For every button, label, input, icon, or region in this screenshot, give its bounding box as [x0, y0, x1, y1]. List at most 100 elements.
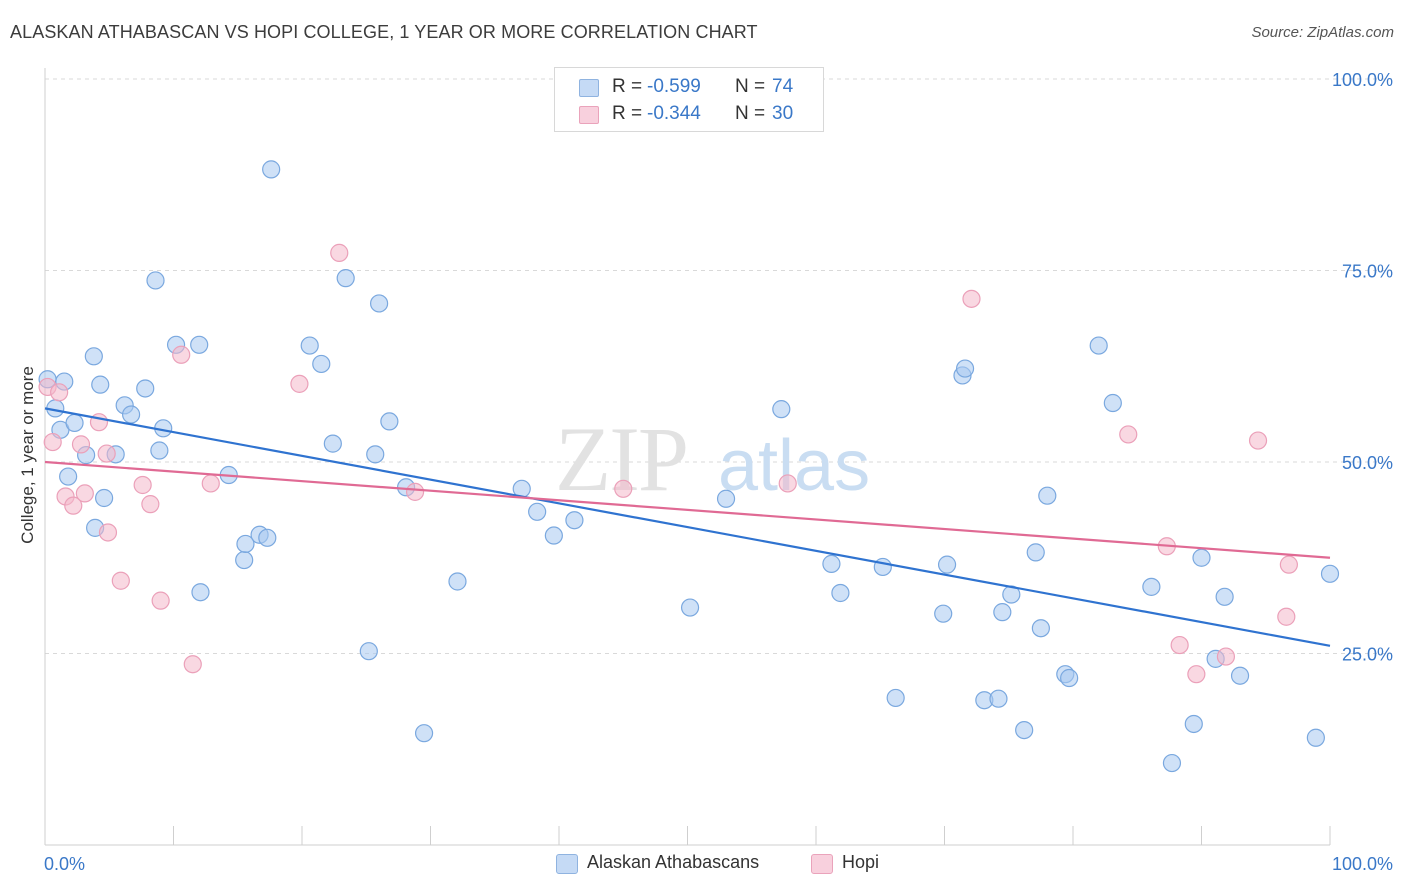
x-tick-label: 0.0%: [44, 854, 85, 874]
athabascan-point: [1215, 587, 1234, 606]
hopi-point: [1216, 647, 1236, 666]
athabascan-point: [190, 335, 209, 354]
hopi-point: [1187, 665, 1206, 684]
hopi-point: [75, 484, 94, 503]
athabascan-point: [1230, 666, 1250, 685]
stats-swatch-athabascan: [579, 79, 599, 97]
hopi-point: [330, 243, 349, 262]
athabascan-trend-line: [44, 407, 1331, 647]
stats-r-value: -0.599: [647, 76, 701, 97]
athabascan-point: [993, 603, 1012, 622]
athabascan-point: [680, 598, 700, 617]
hopi-point: [201, 474, 220, 493]
athabascan-point: [937, 555, 957, 574]
stats-n-label: N =: [735, 76, 766, 97]
y-tick-label: 50.0%: [1342, 453, 1393, 473]
watermark-atlas: atlas: [718, 426, 870, 506]
source-label: Source: ZipAtlas.com: [1251, 24, 1394, 41]
hopi-point: [1277, 607, 1296, 626]
athabascan-point: [448, 572, 467, 591]
athabascan-point: [831, 583, 850, 603]
athabascan-point: [1320, 564, 1340, 583]
athabascan-point: [989, 689, 1008, 708]
athabascan-point: [300, 336, 319, 355]
hopi-point: [183, 655, 202, 674]
hopi-point: [97, 444, 116, 463]
athabascan-point: [1103, 393, 1122, 413]
hopi-point: [614, 479, 633, 498]
athabascan-point: [1306, 728, 1325, 747]
stats-r-label: R =: [612, 103, 643, 124]
athabascan-point: [772, 400, 791, 419]
hopi-point: [172, 345, 191, 364]
legend-label: Alaskan Athabascans: [587, 852, 760, 872]
hopi-point: [141, 495, 160, 514]
tick-label-layer: 25.0% 50.0% 75.0% 100.0% 0.0% 100.0%: [44, 70, 1393, 874]
x-tick-label: 100.0%: [1332, 854, 1393, 874]
athabascan-point: [414, 724, 434, 743]
hopi-point: [133, 475, 152, 495]
athabascan-point: [1184, 714, 1203, 734]
stats-n-value: 74: [772, 76, 794, 97]
trend-layer: [44, 407, 1331, 647]
athabascan-point: [235, 550, 254, 570]
athabascan-point: [544, 526, 563, 545]
athabascan-point: [528, 502, 547, 521]
stats-swatch-hopi: [579, 106, 599, 124]
athabascan-point: [236, 534, 255, 554]
y-tick-label: 75.0%: [1342, 262, 1393, 282]
hopi-point: [50, 383, 69, 402]
athabascan-point: [258, 528, 277, 547]
hopi-point: [71, 435, 91, 454]
athabascan-point: [366, 445, 385, 464]
hopi-point: [1279, 555, 1298, 574]
legend-label: Hopi: [842, 852, 880, 872]
y-tick-label: 100.0%: [1332, 70, 1393, 90]
athabascan-point: [84, 347, 103, 366]
hopi-point: [1248, 431, 1268, 450]
hopi-point: [1170, 635, 1189, 655]
hopi-point: [778, 474, 797, 493]
watermark: ZIP atlas: [555, 408, 870, 510]
athabascan-point: [312, 354, 331, 374]
athabascan-point: [1026, 543, 1045, 562]
hopi-trend-line: [44, 460, 1331, 559]
athabascan-point: [1142, 577, 1161, 596]
athabascan-point: [1060, 668, 1079, 688]
hopi-point: [405, 482, 425, 501]
athabascan-point: [1162, 753, 1182, 773]
axis-layer: [44, 68, 1331, 846]
athabascan-point: [565, 511, 584, 530]
stats-r-label: R =: [612, 76, 643, 97]
athabascan-point: [91, 375, 110, 394]
hopi-point: [1119, 425, 1138, 444]
athabascan-point: [359, 642, 378, 661]
athabascan-point: [136, 379, 155, 398]
stats-r-value: -0.344: [647, 103, 701, 124]
stats-n-label: N =: [735, 103, 766, 124]
points-layer: [38, 160, 1340, 773]
athabascan-point: [380, 412, 399, 431]
athabascan-point: [150, 441, 169, 460]
hopi-point: [98, 523, 118, 542]
chart-title: ALASKAN ATHABASCAN VS HOPI COLLEGE, 1 YE…: [10, 22, 758, 42]
hopi-point: [64, 496, 83, 515]
stats-n-value: 30: [772, 103, 794, 124]
athabascan-point: [822, 554, 841, 573]
athabascan-point: [955, 359, 975, 378]
athabascan-point: [65, 413, 84, 433]
hopi-point: [290, 374, 309, 393]
athabascan-point: [1031, 619, 1050, 638]
athabascan-point: [336, 269, 355, 288]
y-tick-label: 25.0%: [1342, 645, 1393, 665]
athabascan-point: [323, 434, 342, 453]
athabascan-point: [1038, 486, 1057, 505]
hopi-point: [962, 289, 981, 308]
athabascan-point: [934, 604, 953, 623]
athabascan-point: [1089, 336, 1108, 355]
athabascan-point: [95, 488, 114, 508]
athabascan-point: [191, 583, 210, 602]
athabascan-point: [262, 160, 281, 179]
athabascan-point: [370, 294, 389, 313]
